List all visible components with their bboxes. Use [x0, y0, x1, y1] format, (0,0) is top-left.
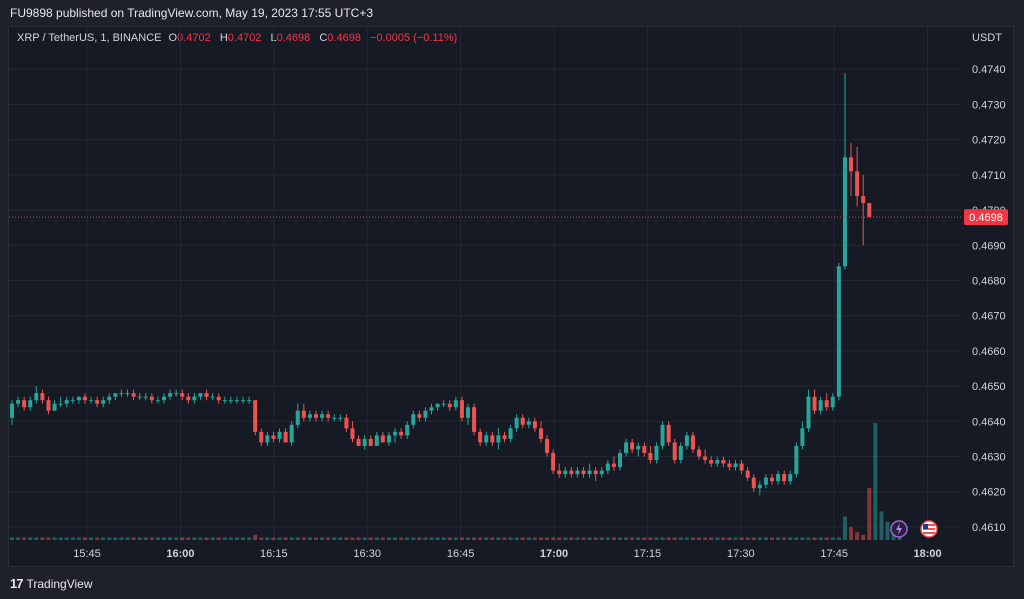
high-label: H — [219, 32, 228, 44]
tradingview-logo-text: TradingView — [26, 576, 93, 591]
low-value: 0.4698 — [276, 32, 311, 44]
open-value: 0.4702 — [177, 32, 211, 44]
ohlc-legend: XRP / TetherUS, 1, BINANCE O0.4702 H0.47… — [17, 32, 463, 44]
open-label: O — [168, 32, 178, 44]
close-label: C — [319, 32, 328, 44]
chart-panel[interactable] — [8, 26, 1014, 567]
tradingview-logo-icon: 17 — [10, 576, 24, 591]
low-label: L — [270, 32, 277, 44]
symbol-label[interactable]: XRP / TetherUS, 1, BINANCE — [17, 32, 162, 44]
publish-header: FU9898 published on TradingView.com, May… — [10, 6, 373, 20]
close-value: 0.4698 — [327, 32, 361, 44]
price-axis-unit: USDT — [972, 32, 1002, 44]
change-value: −0.0005 (−0.11%) — [370, 32, 458, 44]
high-value: 0.4702 — [227, 32, 262, 44]
tradingview-footer: 17 TradingView — [10, 576, 93, 591]
